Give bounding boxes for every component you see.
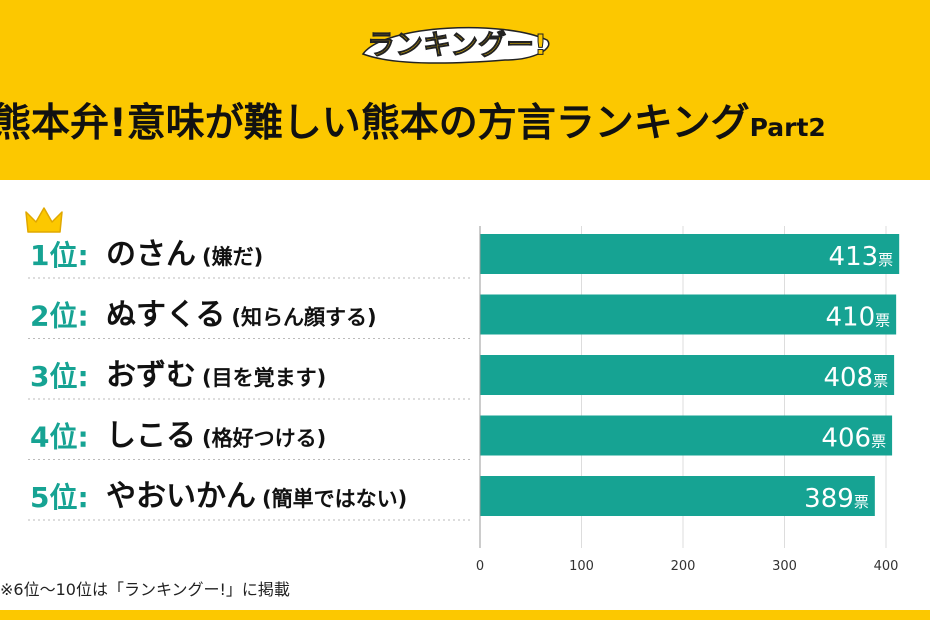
value-number: 410 [825, 303, 875, 333]
category-meaning: (嫌だ) [202, 245, 263, 269]
bar [480, 234, 900, 274]
category-label: おずむ (目を覚ます) [106, 358, 326, 393]
x-tick-label: 400 [874, 559, 899, 574]
value-unit: 票 [871, 433, 886, 451]
ranking-logo: ランキングー! [361, 26, 550, 64]
category-label: ぬすくる (知らん顔する) [106, 298, 377, 333]
bar [480, 415, 893, 456]
rank-label: 3位: [30, 360, 89, 393]
footnote: ※6位〜10位は「ランキングー!」に掲載 [0, 580, 290, 599]
title-part: Part2 [749, 113, 826, 142]
page-title: 熊本弁!意味が難しい熊本の方言ランキングPart2 [0, 92, 826, 148]
crown-icon [25, 207, 63, 233]
rank-label: 5位: [30, 481, 89, 514]
value-label: 413票 [829, 242, 894, 272]
category-label: しこる (格好つける) [106, 419, 326, 454]
value-number: 413 [829, 242, 879, 272]
value-unit: 票 [873, 372, 888, 390]
value-number: 408 [823, 363, 873, 393]
value-unit: 票 [878, 251, 893, 269]
value-unit: 票 [875, 312, 890, 330]
bar [480, 294, 897, 335]
category-name: やおいかん [106, 479, 256, 514]
category-name: しこる [106, 419, 196, 454]
logo-text: ランキングー! [367, 28, 547, 61]
category-meaning: (知らん顔する) [231, 306, 376, 330]
value-unit: 票 [854, 493, 869, 511]
rank-label: 1位: [30, 239, 89, 272]
x-tick-label: 200 [671, 559, 696, 574]
rank-label: 2位: [30, 300, 89, 333]
bottom-bar [0, 610, 930, 620]
category-name: ぬすくる [106, 298, 225, 333]
bar [480, 476, 875, 516]
bar [480, 355, 895, 395]
value-label: 389票 [804, 484, 869, 514]
category-name: のさん [106, 237, 196, 272]
x-tick-label: 0 [476, 559, 484, 574]
category-name: おずむ [106, 358, 196, 393]
value-label: 408票 [823, 363, 888, 393]
category-label: やおいかん (簡単ではない) [106, 479, 407, 514]
x-tick-label: 300 [772, 559, 797, 574]
category-meaning: (簡単ではない) [262, 487, 407, 511]
value-label: 406票 [821, 424, 886, 454]
category-meaning: (目を覚ます) [202, 366, 326, 390]
category-meaning: (格好つける) [202, 427, 326, 451]
x-tick-label: 100 [569, 559, 594, 574]
value-number: 406 [821, 424, 871, 454]
value-number: 389 [804, 484, 854, 514]
category-label: のさん (嫌だ) [106, 237, 263, 272]
value-label: 410票 [825, 303, 890, 333]
header-banner: ランキングー! 熊本弁!意味が難しい熊本の方言ランキングPart2 [0, 0, 930, 180]
rank-label: 4位: [30, 421, 89, 454]
title-main: 熊本弁!意味が難しい熊本の方言ランキング [0, 101, 750, 146]
